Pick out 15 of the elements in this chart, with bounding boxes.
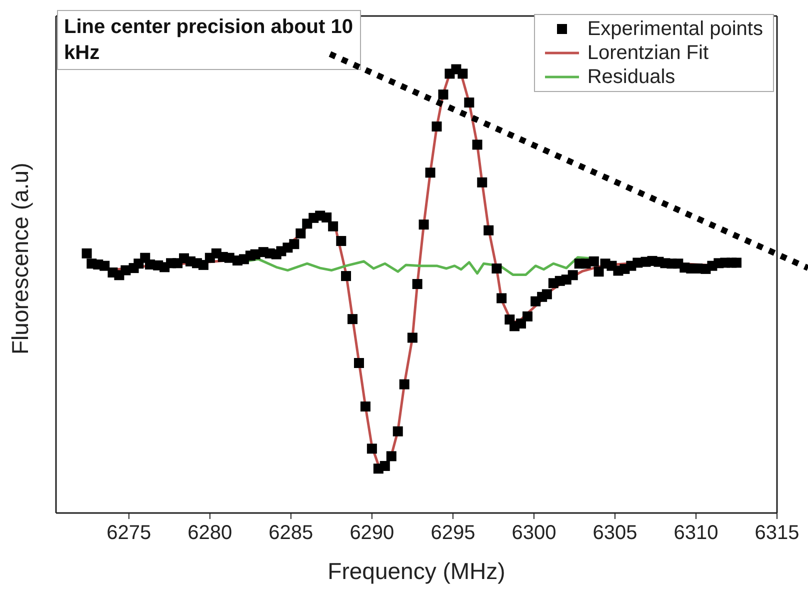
legend-label: Experimental points [587,17,763,41]
x-tick-label: 6295 [430,522,476,544]
y-axis-title: Fluorescence (a.u) [7,162,34,354]
x-tick-label: 6310 [674,522,718,544]
note-box: Line center precision about 10 kHz [57,10,361,70]
x-tick-label: 6305 [592,522,638,544]
x-tick-label: 6300 [512,522,556,544]
x-tick-label: 6315 [754,522,800,544]
x-tick-label: 6275 [106,522,152,544]
x-axis-title: Frequency (MHz) [328,558,506,584]
x-tick-label: 6285 [268,522,314,544]
legend-label: Lorentzian Fit [587,41,709,65]
x-tick-label: 6290 [350,522,394,544]
legend-label: Residuals [587,65,676,89]
x-tick-label: 6280 [188,522,232,544]
